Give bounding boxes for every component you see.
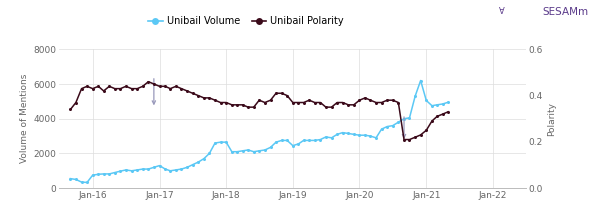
Legend: Unibail Volume, Unibail Polarity: Unibail Volume, Unibail Polarity [144,13,348,30]
Y-axis label: Polarity: Polarity [547,102,556,136]
Text: SESAMm: SESAMm [542,7,588,17]
Y-axis label: Volume of Mentions: Volume of Mentions [20,74,29,163]
Text: Ɐ: Ɐ [499,7,505,16]
